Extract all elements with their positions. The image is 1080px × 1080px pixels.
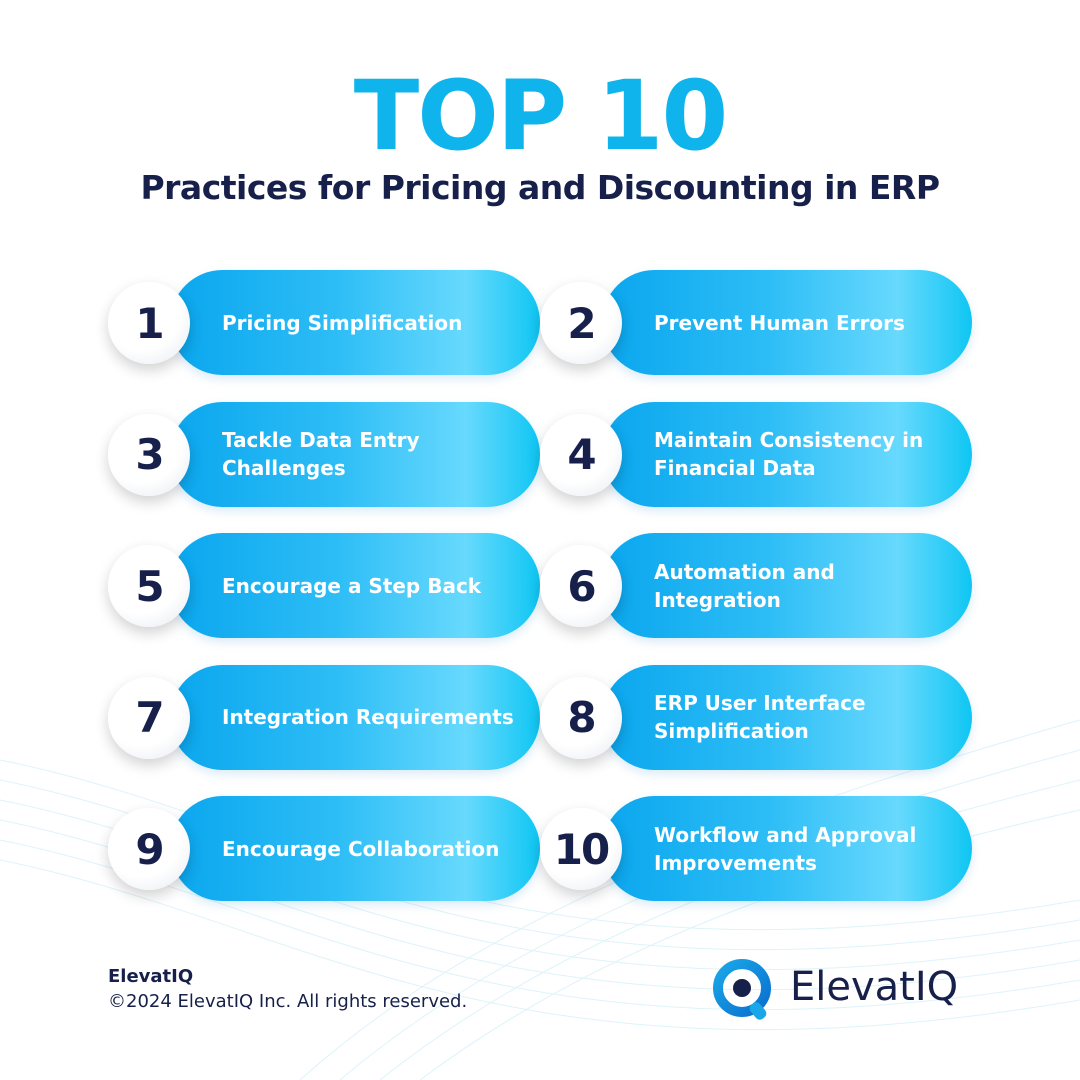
pill — [602, 533, 972, 638]
label-line: Maintain Consistency in — [654, 428, 924, 452]
number-badge: 8 — [540, 676, 622, 759]
number-badge: 7 — [108, 676, 190, 759]
label-line: Workflow and Approval — [654, 822, 917, 847]
label-line: Encourage a Step Back — [222, 573, 482, 598]
label-line: Tackle Data Entry — [222, 428, 420, 452]
label-line: Financial Data — [654, 456, 816, 480]
number-badge: 9 — [108, 808, 190, 890]
number-badge: 4 — [540, 413, 622, 496]
practice-label: ERP User Interface Simplification — [654, 665, 974, 770]
label-line: Prevent Human Errors — [654, 310, 905, 335]
label-line: Integration — [654, 587, 781, 612]
label-line: Integration Requirements — [222, 705, 514, 729]
label-line: Simplification — [654, 719, 809, 743]
logo-text: ElevatIQ — [790, 964, 959, 1010]
pill — [170, 533, 540, 638]
number-badge: 6 — [540, 545, 622, 627]
practice-label: Tackle Data Entry Challenges — [222, 402, 542, 507]
pill — [170, 796, 540, 901]
company-name: ElevatIQ — [108, 966, 194, 987]
pill — [170, 270, 540, 375]
logo-icon — [713, 959, 771, 1020]
number-badge: 1 — [108, 282, 190, 364]
practice-label: Automation and Integration — [654, 533, 974, 638]
pill — [602, 796, 972, 901]
label-line: Pricing Simplification — [222, 310, 463, 335]
pill — [602, 401, 972, 507]
title: TOP 10 — [353, 60, 728, 172]
number-badge: 10 — [540, 808, 622, 890]
label-line: Improvements — [654, 850, 817, 875]
number-badge: 5 — [108, 545, 190, 627]
practice-label: Integration Requirements — [222, 665, 542, 770]
label-line: Challenges — [222, 456, 346, 480]
copyright: ©2024 ElevatIQ Inc. All rights reserved. — [108, 991, 468, 1012]
label-line: Encourage Collaboration — [222, 836, 500, 861]
practice-label: Maintain Consistency in Financial Data — [654, 402, 974, 507]
practice-label: Encourage a Step Back — [222, 533, 542, 638]
pill — [170, 401, 540, 507]
number-badge: 2 — [540, 282, 622, 364]
subtitle: Practices for Pricing and Discounting in… — [140, 168, 940, 207]
label-line: Automation and — [654, 559, 835, 584]
pill — [602, 270, 972, 375]
label-line: ERP User Interface — [654, 691, 866, 715]
practice-label: Prevent Human Errors — [654, 270, 974, 375]
pill — [602, 664, 972, 770]
practice-label: Encourage Collaboration — [222, 796, 542, 901]
practice-label: Workflow and Approval Improvements — [654, 796, 974, 901]
pill — [170, 664, 540, 770]
practice-label: Pricing Simplification — [222, 270, 542, 375]
number-badge: 3 — [108, 413, 190, 496]
